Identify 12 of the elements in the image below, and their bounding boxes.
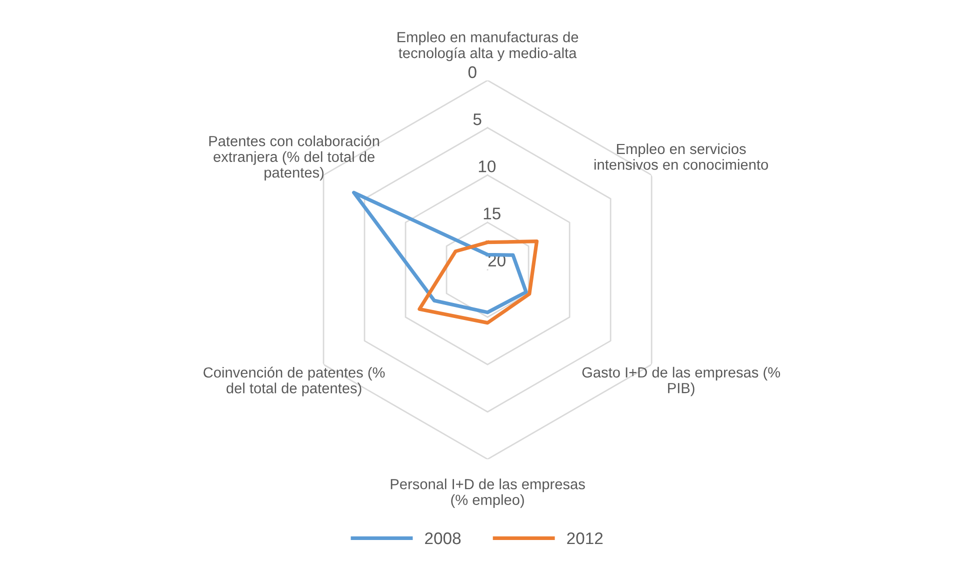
legend-label: 2012: [567, 532, 603, 544]
spoke-label: Personal I+D de las empresas (% empleo): [390, 478, 585, 508]
legend-label: 2008: [425, 532, 461, 544]
y-tick-label: 15: [484, 208, 500, 220]
spoke-label: Patentes con colaboración extranjera (% del total de patentes): [209, 135, 380, 181]
spoke-label: Empleo en servicios intensivos en conocimiento: [594, 143, 768, 170]
spoke-label: Coinvención de patentes (% del total de patentes): [204, 366, 385, 396]
y-tick-label: 0: [468, 66, 476, 78]
spoke-label: Gasto I+D de las empresas (% PIB): [582, 366, 780, 396]
y-tick-label: 10: [478, 160, 496, 172]
spoke-label: Empleo en manufacturas de tecnología alta y medio-alta: [398, 32, 578, 62]
y-tick-label: 5: [473, 114, 482, 126]
